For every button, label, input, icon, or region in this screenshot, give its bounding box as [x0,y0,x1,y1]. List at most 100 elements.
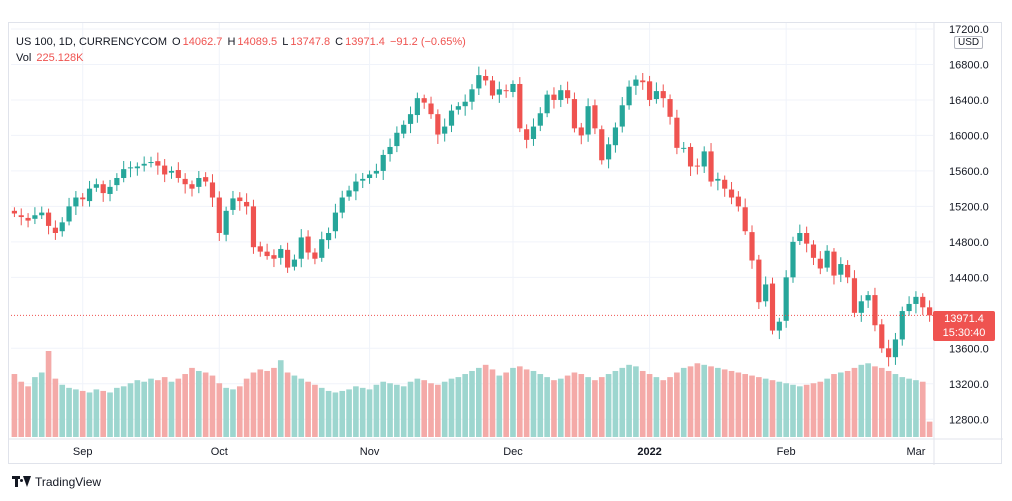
close-label: C [335,36,344,48]
volume-bar [332,392,339,437]
volume-bar [114,387,120,437]
volume-bar [448,378,455,437]
volume-bar [503,372,509,437]
volume-bar [633,366,639,437]
candle-body [469,89,475,102]
candle-body [838,264,844,275]
candle-body [346,190,352,197]
price-tick-label: 17200.0 [949,24,989,36]
candle-body [824,250,830,268]
candle-body [141,163,147,166]
volume-bar [325,390,332,437]
volume-bar [598,377,605,437]
candle-body [380,154,386,171]
candle-body [626,86,632,106]
volume-bar [612,370,619,437]
price-tick-label: 16400.0 [949,95,989,107]
symbol-label[interactable]: US 100, 1D, CURRENCYCOM [16,36,167,48]
volume-bar [353,386,359,437]
volume-bar [762,378,769,437]
volume-bar [189,367,195,437]
candle-body [640,80,646,83]
candle-body [244,201,250,207]
volume-bar [428,383,434,437]
candle-body [223,210,229,235]
volume-bar [257,369,264,437]
candle-body [312,252,318,259]
volume-bar [551,380,557,437]
candle-body [360,178,366,181]
candle-body [708,151,714,182]
candle-body [462,101,468,107]
volume-bar [38,372,45,437]
volume-bar [817,381,824,437]
volume-bar [837,372,844,437]
candle-body [551,94,557,100]
candle-body [339,197,345,213]
candle-body [599,129,605,161]
volume-bar [790,384,796,437]
candle-body [578,127,584,136]
currency-button[interactable]: USD [954,36,984,49]
candle-body [257,246,263,252]
time-tick-label: Sep [73,446,93,458]
volume-bar [346,389,352,437]
volume-bar [824,378,830,437]
volume-bar [107,392,113,437]
volume-bar [284,372,291,437]
volume-bar [216,383,223,437]
volume-bar [182,374,188,437]
candle-body [544,94,550,114]
volume-bar [318,387,325,437]
volume-bar [100,390,107,437]
time-tick-label: Mar [906,446,925,458]
tradingview-logo-icon[interactable] [12,476,31,488]
volume-bar [674,372,680,437]
volume-bar [667,377,673,437]
price-tick-label: 16800.0 [949,59,989,71]
volume-bar [277,360,284,437]
time-tick-label: Feb [777,446,796,458]
candle-body [250,206,257,248]
candle-body [387,146,393,155]
volume-bar [803,384,810,437]
volume-bar [469,370,475,437]
candle-body [728,189,735,198]
last-price-value: 13971.4 [944,313,984,325]
candle-body [926,307,933,316]
volume-bar [708,366,714,437]
candle-body [797,233,803,241]
volume-bar [660,380,667,437]
candle-body [18,215,24,218]
candle-body [886,348,892,358]
tradingview-brand[interactable]: TradingView [35,475,102,489]
volume-bar [298,378,305,437]
volume-bar [394,384,400,437]
volume-bar [127,383,134,437]
candle-body [216,197,222,233]
candle-body [646,81,653,100]
candle-body [831,251,837,276]
volume-bar [523,369,530,437]
volume-bar [585,377,591,437]
time-tick-label: Dec [503,446,523,458]
volume-label[interactable]: Vol [16,52,32,64]
candle-body [489,80,496,96]
candle-body [373,170,379,174]
candle-body [264,251,270,257]
volume-bar [45,351,52,437]
volume-bar [264,370,270,437]
candle-body [517,83,523,129]
candle-body [421,98,427,103]
candle-body [271,255,277,259]
volume-bar [462,374,468,437]
volume-bar [701,364,708,437]
candle-body [11,210,18,214]
candle-body [291,259,298,267]
volume-bar [769,380,776,437]
candle-body [162,165,168,175]
volume-bar [564,375,571,437]
volume-bar [810,383,817,437]
candle-body [394,132,400,147]
volume-bar [913,380,919,437]
